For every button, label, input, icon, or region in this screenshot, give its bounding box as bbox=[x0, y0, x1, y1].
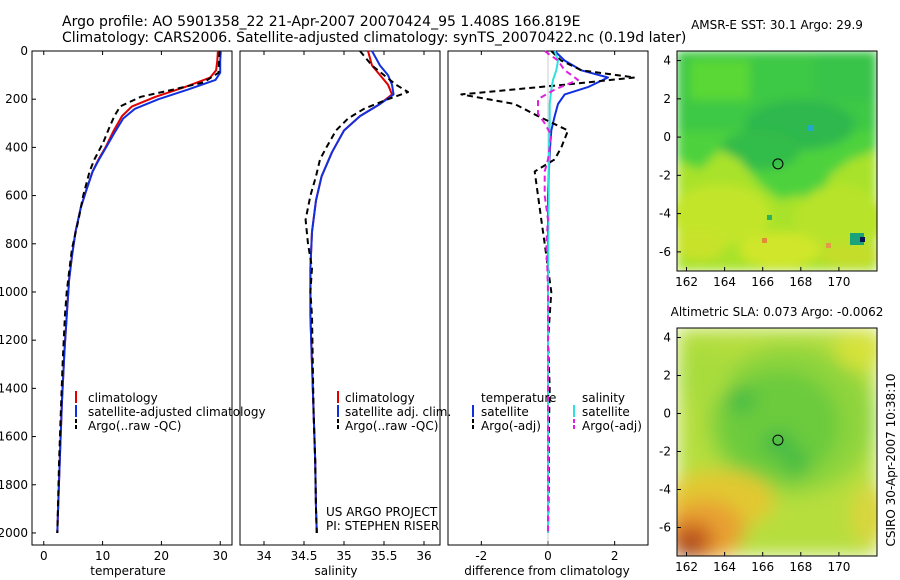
x-tick-label: 34.5 bbox=[291, 549, 318, 563]
temperature-xlabel: temperature bbox=[90, 564, 165, 578]
map-x-tick-label: 166 bbox=[751, 560, 774, 574]
map-y-tick-label: -2 bbox=[659, 168, 671, 182]
salinity-plot: 34 34.5 35 35.5 36 bbox=[256, 50, 432, 563]
y-tick-label: 0 bbox=[20, 44, 28, 58]
legend-label-temp-argo: Argo(-adj) bbox=[481, 419, 541, 433]
legend-title-salinity: salinity bbox=[582, 391, 625, 405]
map-x-tick-label: 170 bbox=[827, 275, 850, 289]
map-y-tick-label: -6 bbox=[659, 245, 671, 259]
legend-label-argo: Argo(..raw -QC) bbox=[88, 419, 181, 433]
map-y-tick-label: 0 bbox=[663, 407, 671, 421]
temperature-plot: 0 10 20 30 0 200 400 600 800 1000 1200 1400 1600 1800… bbox=[0, 44, 228, 563]
x-tick-label: 36 bbox=[416, 549, 431, 563]
legend-label-sal-argo: Argo(-adj) bbox=[582, 419, 642, 433]
map-y-tick-label: 2 bbox=[663, 92, 671, 106]
y-tick-label: 1200 bbox=[0, 333, 28, 347]
map-x-tick-label: 168 bbox=[789, 275, 812, 289]
series-line-satellite-adjusted-climatology bbox=[56, 50, 222, 534]
map-y-tick-label: 2 bbox=[663, 369, 671, 383]
map-x-tick-label: 166 bbox=[751, 275, 774, 289]
map-y-tick-label: 0 bbox=[663, 130, 671, 144]
y-tick-label: 1000 bbox=[0, 285, 28, 299]
x-tick-label: 2 bbox=[611, 549, 619, 563]
project-label: US ARGO PROJECT bbox=[326, 505, 438, 519]
map-y-tick-label: -6 bbox=[659, 521, 671, 535]
x-tick-label: 0 bbox=[40, 549, 48, 563]
map-y-tick-label: 4 bbox=[663, 54, 671, 68]
x-tick-label: 35.5 bbox=[371, 549, 398, 563]
temperature-panel-frame bbox=[31, 50, 233, 546]
y-tick-label: 2000 bbox=[0, 526, 28, 540]
float-position-marker bbox=[772, 158, 784, 170]
sst-map-title: AMSR-E SST: 30.1 Argo: 29.9 bbox=[691, 18, 863, 32]
x-tick-label: 34 bbox=[256, 549, 271, 563]
legend-label-argo: Argo(..raw -QC) bbox=[345, 419, 438, 433]
y-tick-label: 1800 bbox=[0, 478, 28, 492]
figure-title-line2: Climatology: CARS2006. Satellite-adjuste… bbox=[62, 30, 686, 46]
map-x-tick-label: 168 bbox=[789, 560, 812, 574]
credit-label: CSIRO 30-Apr-2007 10:38:10 bbox=[884, 373, 898, 546]
map-y-tick-label: -4 bbox=[659, 207, 671, 221]
y-tick-label: 1400 bbox=[0, 381, 28, 395]
sst-map-frame bbox=[676, 50, 878, 272]
float-position-marker bbox=[772, 434, 784, 446]
legend-label-climatology: climatology bbox=[88, 391, 158, 405]
series-line-temperature-argo-adj- bbox=[460, 50, 636, 534]
y-tick-label: 200 bbox=[5, 92, 28, 106]
salinity-xlabel: salinity bbox=[314, 564, 357, 578]
figure-title-line1: Argo profile: AO 5901358_22 21-Apr-2007 … bbox=[62, 14, 581, 30]
map-y-tick-label: 4 bbox=[663, 331, 671, 345]
series-line-salinity-satellite bbox=[547, 50, 559, 533]
map-y-tick-label: -2 bbox=[659, 445, 671, 459]
legend-title-temperature: temperature bbox=[481, 391, 556, 405]
temperature-legend: climatology satellite-adjusted climatolo… bbox=[75, 391, 266, 433]
sla-map-axes: 162 164 166 168 170 -6 -4 -2 0 2 4 bbox=[659, 331, 850, 575]
legend-label-temp-satellite: satellite bbox=[481, 405, 529, 419]
x-tick-label: 30 bbox=[213, 549, 228, 563]
x-tick-label: 35 bbox=[336, 549, 351, 563]
map-x-tick-label: 170 bbox=[827, 560, 850, 574]
salinity-legend: climatology satellite adj. clim. Argo(..… bbox=[337, 391, 451, 433]
legend-label-satellite-adjusted: satellite-adjusted climatology bbox=[88, 405, 266, 419]
sla-map-title: Altimetric SLA: 0.073 Argo: -0.0062 bbox=[671, 305, 884, 319]
x-tick-label: 0 bbox=[544, 549, 552, 563]
map-x-tick-label: 162 bbox=[675, 560, 698, 574]
difference-legend: temperature satellite Argo(-adj) salinit… bbox=[472, 391, 642, 433]
pi-label: PI: STEPHEN RISER bbox=[326, 519, 439, 533]
x-tick-label: -2 bbox=[475, 549, 487, 563]
salinity-panel-frame bbox=[239, 50, 441, 546]
series-line-salinity-argo-adj- bbox=[537, 50, 579, 533]
series-line-argo-raw-qc- bbox=[304, 50, 409, 534]
legend-label-sal-satellite: satellite bbox=[582, 405, 630, 419]
y-tick-label: 800 bbox=[5, 237, 28, 251]
y-tick-label: 1600 bbox=[0, 430, 28, 444]
legend-label-climatology: climatology bbox=[345, 391, 415, 405]
map-x-tick-label: 164 bbox=[713, 275, 736, 289]
sla-map-image bbox=[677, 328, 877, 556]
map-x-tick-label: 164 bbox=[713, 560, 736, 574]
y-tick-label: 400 bbox=[5, 140, 28, 154]
x-tick-label: 10 bbox=[95, 549, 110, 563]
legend-label-satellite-adj: satellite adj. clim. bbox=[345, 405, 451, 419]
sst-map-image bbox=[677, 51, 877, 271]
difference-plot: -2 0 2 bbox=[460, 50, 636, 563]
y-tick-label: 600 bbox=[5, 189, 28, 203]
map-y-tick-label: -4 bbox=[659, 483, 671, 497]
sla-map-frame bbox=[676, 327, 878, 557]
sst-map-axes: 162 164 166 168 170 -6 -4 -2 0 2 4 bbox=[659, 54, 850, 289]
difference-xlabel: difference from climatology bbox=[464, 564, 630, 578]
map-x-tick-label: 162 bbox=[675, 275, 698, 289]
x-tick-label: 20 bbox=[154, 549, 169, 563]
series-line-argo-raw-qc- bbox=[56, 50, 221, 534]
